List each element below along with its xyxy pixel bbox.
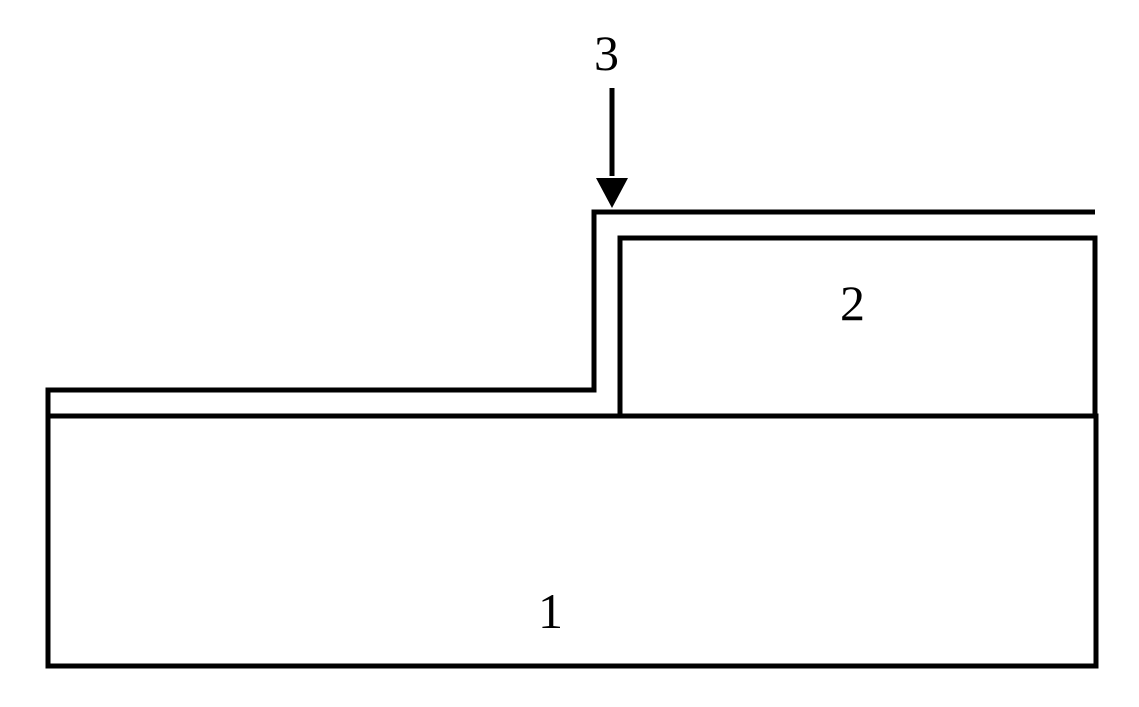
region-1-rect (48, 416, 1096, 666)
region-2-label: 2 (840, 274, 865, 332)
region-3-label: 3 (594, 24, 619, 82)
region-1-label: 1 (538, 582, 563, 640)
diagram-container: 1 2 3 (0, 0, 1139, 707)
schematic-svg (0, 0, 1139, 707)
arrow-head (596, 178, 628, 208)
region-3-conformal-outer (48, 212, 1095, 416)
